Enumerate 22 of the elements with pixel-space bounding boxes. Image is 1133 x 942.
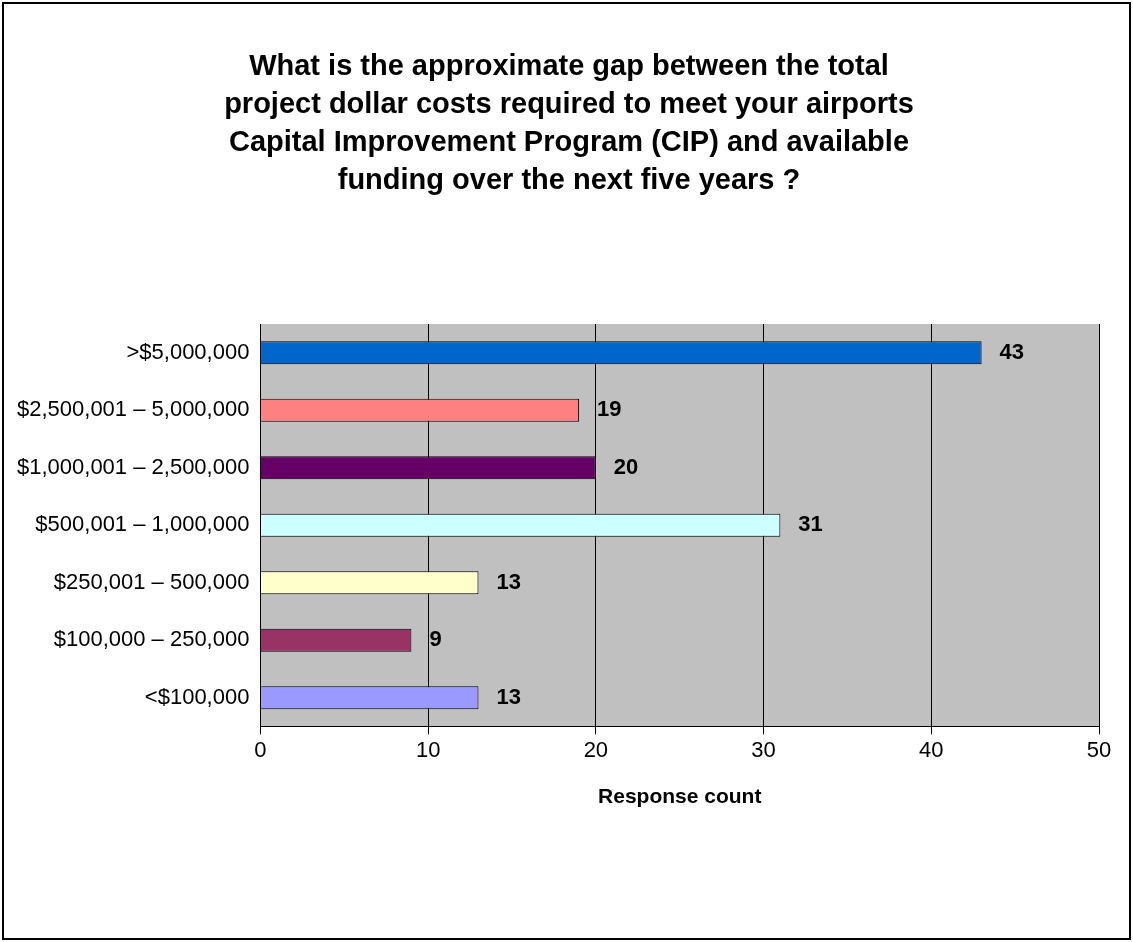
data-label: 31	[798, 511, 823, 537]
y-tick-label: $100,000 – 250,000	[53, 626, 250, 652]
chart-title: What is the approximate gap between the total project dollar costs required to meet your airports Capital Improvement Program (CIP) and available funding over the next five years ?	[224, 48, 914, 197]
y-tick-label: $1,000,001 – 2,500,000	[16, 453, 250, 479]
x-tick-label: 10	[415, 736, 441, 762]
data-label: 19	[597, 396, 622, 422]
y-tick-label: $2,500,001 – 5,000,000	[16, 396, 250, 422]
y-tick-label: $500,001 – 1,000,000	[35, 511, 250, 537]
data-label: 43	[999, 338, 1025, 364]
x-tick-label: 20	[583, 736, 609, 762]
data-label: 9	[429, 626, 442, 652]
x-tick-label: 30	[751, 736, 776, 762]
data-label: 13	[496, 568, 521, 594]
y-tick-label: $250,001 – 500,000	[53, 568, 250, 594]
y-tick-label: <$100,000	[144, 683, 250, 709]
x-tick-label: 40	[919, 736, 944, 762]
x-tick-label: 50	[1086, 736, 1112, 762]
data-label: 13	[496, 683, 521, 709]
data-label: 20	[613, 453, 639, 479]
y-tick-label: >$5,000,000	[126, 338, 250, 364]
x-tick-label: 0	[254, 736, 267, 762]
x-axis-title: Response count	[598, 784, 762, 808]
